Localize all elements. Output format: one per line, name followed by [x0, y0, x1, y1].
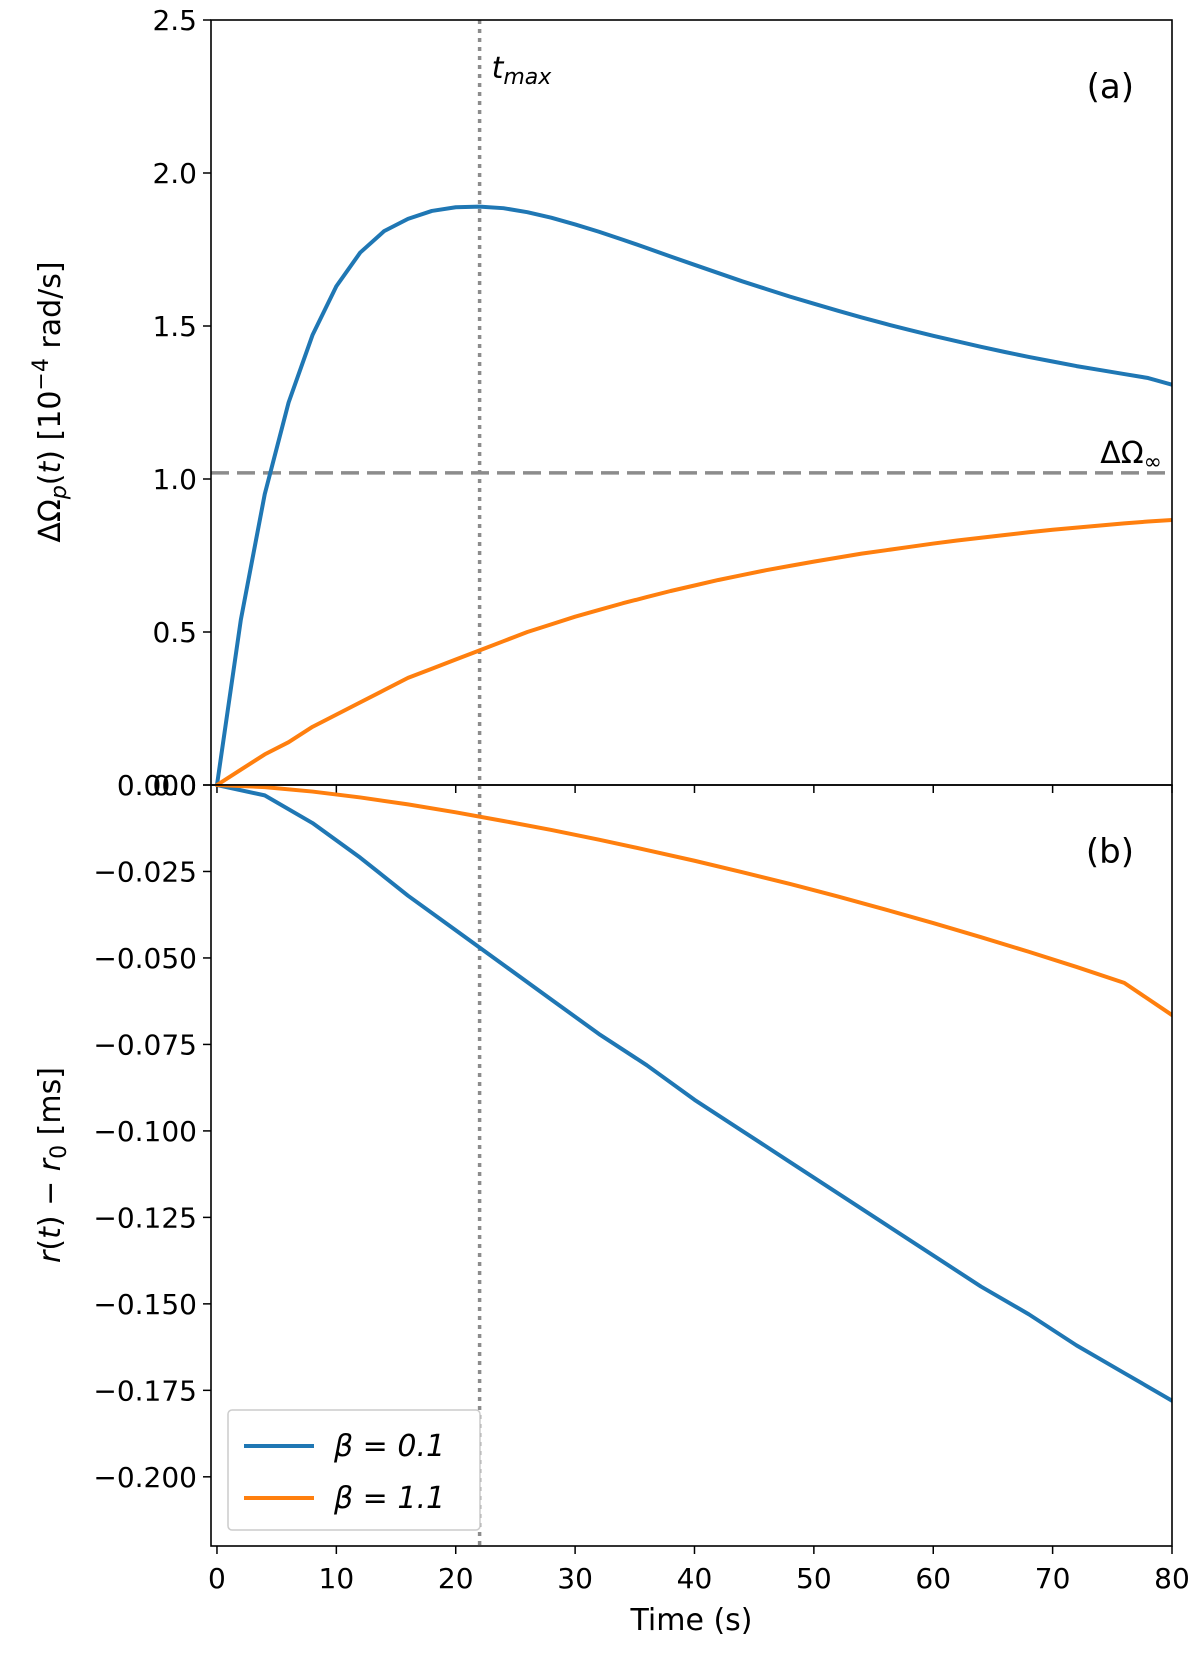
x-tick-label: 60: [915, 1562, 951, 1595]
y-tick-label: 0.5: [152, 616, 197, 649]
panel-a: 0.0 0.5 1.0 1.5 2.0 2.5 ΔΩ∞ tmax (a) ΔΩp(t) [10−4…: [29, 4, 1173, 802]
y-tick-label: −0.050: [93, 942, 197, 975]
y-axis-label: r(t) − r0 [ms]: [33, 1067, 72, 1263]
legend-label: β = 0.1: [333, 1429, 445, 1464]
series-line-beta-0-1: [214, 785, 1172, 1403]
y-tick-label: −0.125: [93, 1201, 197, 1234]
y-tick-label: −0.025: [93, 855, 197, 888]
x-tick-label: 40: [677, 1562, 713, 1595]
y-tick-label: −0.100: [93, 1115, 197, 1148]
y-tick-label: 2.5: [152, 4, 197, 37]
x-tick-label: 80: [1154, 1562, 1190, 1595]
y-tick-label: 2.0: [152, 157, 197, 190]
y-tick-label: −0.075: [93, 1028, 197, 1061]
x-tick-label: 50: [796, 1562, 832, 1595]
y-tick-label: 1.5: [152, 310, 197, 343]
delta-omega-infinity-label: ΔΩ∞: [1100, 436, 1162, 475]
x-tick-label: 70: [1035, 1562, 1071, 1595]
plot-frame: [210, 19, 1173, 786]
legend: β = 0.1 β = 1.1: [227, 1409, 481, 1531]
x-axis-label: Time (s): [630, 1603, 753, 1638]
series-line-beta-0-1: [214, 204, 1172, 785]
panel-label: (a): [1087, 67, 1134, 107]
y-tick-label: 0.0: [152, 769, 197, 802]
series-line-beta-1-1: [214, 785, 1172, 1018]
panel-b: 0.000 −0.025 −0.050 −0.075 −0.100 −0.125 −0.15…: [33, 769, 1190, 1638]
tmax-label: tmax: [492, 51, 553, 90]
series-line-beta-1-1: [214, 518, 1172, 785]
plot-frame: [210, 784, 1173, 1547]
x-tick-label: 30: [557, 1562, 593, 1595]
y-tick-label: −0.150: [93, 1288, 197, 1321]
y-tick-label: 0.000: [117, 769, 197, 802]
x-tick-label: 10: [319, 1562, 355, 1595]
y-tick-label: −0.200: [93, 1461, 197, 1494]
y-tick-label: 1.0: [152, 463, 197, 496]
y-axis-label: ΔΩp(t) [10−4 rad/s]: [29, 261, 72, 542]
x-tick-label: 0: [208, 1562, 226, 1595]
legend-label: β = 1.1: [333, 1481, 445, 1516]
x-tick-label: 20: [438, 1562, 474, 1595]
y-tick-label: −0.175: [93, 1374, 197, 1407]
panel-label: (b): [1086, 832, 1134, 872]
